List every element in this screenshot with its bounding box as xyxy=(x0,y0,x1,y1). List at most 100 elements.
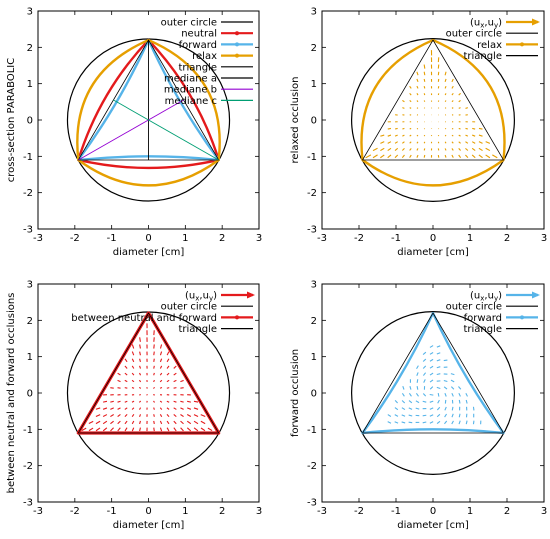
vector-arrow xyxy=(444,71,447,76)
outer-circle-line xyxy=(66,311,231,475)
legend-label: outer circle xyxy=(446,302,502,313)
vector-arrow xyxy=(173,400,177,403)
vector-arrow xyxy=(485,154,491,159)
vector-arrow xyxy=(131,379,135,383)
y-tick-label: 2 xyxy=(311,316,317,327)
vector-arrow xyxy=(402,386,405,390)
vector-arrow xyxy=(387,141,392,144)
vector-arrow xyxy=(159,379,163,383)
vector-arrow xyxy=(159,372,163,376)
vector-arrow xyxy=(451,413,454,418)
vector-arrow xyxy=(401,154,405,159)
vector-arrow xyxy=(187,400,191,403)
y-tick-label: 2 xyxy=(27,43,33,54)
legend-label: neutral xyxy=(181,29,217,40)
vector-arrow xyxy=(180,414,184,418)
vector-arrow xyxy=(402,134,405,137)
vector-arrow xyxy=(193,407,199,410)
vector-arrow xyxy=(124,407,128,410)
curve-relax xyxy=(76,38,221,187)
vector-arrow xyxy=(159,407,163,410)
vector-arrow xyxy=(124,427,128,432)
y-tick-label: 3 xyxy=(27,280,33,291)
plot-frame xyxy=(37,283,260,503)
vector-arrow xyxy=(423,379,426,383)
x-tick-label: 2 xyxy=(219,506,225,517)
vector-arrow xyxy=(429,358,434,362)
vector-arrow xyxy=(402,99,405,103)
x-tick-label: -1 xyxy=(107,506,117,517)
vector-arrow xyxy=(436,413,441,418)
vector-arrow xyxy=(153,407,155,410)
vector-arrow xyxy=(193,427,199,432)
vector-arrow xyxy=(401,407,406,411)
vector-arrow xyxy=(110,427,114,432)
vector-arrow xyxy=(159,400,163,403)
y-tick-label: -3 xyxy=(23,498,33,509)
vector-arrow xyxy=(429,400,434,403)
vector-arrow xyxy=(416,148,419,151)
vector-arrow xyxy=(180,400,184,403)
legend-label: mediane c xyxy=(165,96,217,107)
vector-arrow xyxy=(153,358,155,362)
vector-arrow xyxy=(416,134,419,137)
vector-arrow xyxy=(458,127,461,130)
vector-arrow xyxy=(478,127,483,130)
legend: outer circleneutralforwardrelaxtrianglem… xyxy=(161,18,253,107)
vector-arrow xyxy=(394,147,399,151)
vector-arrow xyxy=(416,100,419,103)
x-tick-label: -1 xyxy=(107,233,117,244)
y-tick-label: 2 xyxy=(27,316,33,327)
vector-arrow xyxy=(124,358,128,363)
x-axis-label: diameter [cm] xyxy=(113,520,185,531)
vector-arrow xyxy=(415,400,420,404)
vector-arrow xyxy=(451,141,454,144)
x-axis-label: diameter [cm] xyxy=(397,247,469,258)
vector-arrow xyxy=(422,393,427,397)
vector-arrow xyxy=(422,400,427,403)
vector-arrow xyxy=(416,154,419,158)
vector-arrow xyxy=(444,78,447,82)
vector-arrow xyxy=(451,92,454,96)
vector-arrow xyxy=(402,141,405,144)
legend-label: outer circle xyxy=(161,18,217,29)
vector-arrow xyxy=(436,373,441,376)
vector-arrow xyxy=(408,393,412,397)
vector-arrow xyxy=(423,141,426,144)
triangle-line xyxy=(77,312,220,434)
vector-arrow xyxy=(409,127,412,130)
vector-arrow xyxy=(166,387,170,389)
vector-arrow xyxy=(450,373,455,376)
vector-arrow xyxy=(166,427,170,432)
vector-arrow xyxy=(458,100,461,103)
legend-label: outer circle xyxy=(446,29,502,40)
vector-arrow xyxy=(166,358,170,363)
vector-arrow xyxy=(416,107,419,109)
x-tick-label: 1 xyxy=(182,506,188,517)
plot-area xyxy=(351,311,516,476)
vector-arrow xyxy=(416,141,419,144)
vector-arrow xyxy=(117,407,121,410)
legend-label: forward xyxy=(464,313,502,324)
vector-arrow xyxy=(436,366,441,369)
vector-arrow xyxy=(472,127,476,130)
vector-arrow xyxy=(117,400,121,403)
vector-arrow xyxy=(380,147,385,152)
y-axis-label: between neutral and forward occlusions xyxy=(6,293,17,494)
x-axis-label: diameter [cm] xyxy=(113,247,185,258)
vector-arrow xyxy=(166,420,170,425)
vector-arrow xyxy=(166,365,170,369)
vector-arrow xyxy=(387,154,392,159)
vector-arrow xyxy=(458,399,461,404)
vector-arrow xyxy=(166,400,170,403)
legend-marker xyxy=(235,53,239,58)
vector-arrow xyxy=(124,365,128,369)
x-tick-label: 3 xyxy=(256,506,262,517)
vector-arrow xyxy=(117,379,121,383)
vector-arrow xyxy=(207,427,213,432)
vector-arrow xyxy=(139,427,141,432)
vector-arrow xyxy=(180,407,184,410)
legend-label: (ux,uy) xyxy=(185,291,217,303)
